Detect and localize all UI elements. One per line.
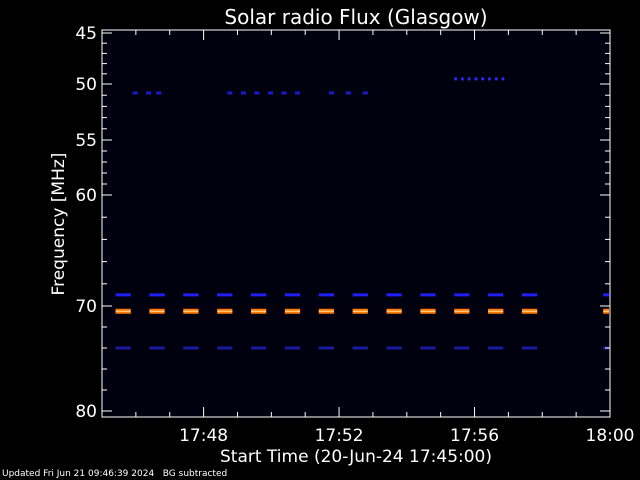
x-axis: 17:48 17:52 17:56 18:00: [135, 30, 635, 446]
x-tick-label-3: 18:00: [586, 426, 635, 446]
band-segment-4-5: [488, 77, 491, 81]
band-segment-0-3: [217, 293, 233, 297]
band-core-12: [521, 310, 538, 312]
updated-timestamp: Updated Fri Jun 21 09:46:39 2024: [2, 469, 155, 479]
band-core-8: [386, 310, 402, 312]
x-tick-label-2: 17:56: [450, 426, 499, 446]
y-tick-label-45: 45: [75, 24, 97, 44]
band-segment-2-10: [454, 346, 470, 350]
band-segment-3-8: [295, 91, 301, 95]
band-segment-4-4: [481, 77, 485, 81]
band-segment-3-2: [156, 91, 162, 95]
band-segment-0-4: [251, 293, 267, 297]
band-segment-0-12: [521, 293, 538, 297]
chart-title: Solar radio Flux (Glasgow): [224, 5, 487, 29]
band-segment-4-0: [454, 77, 457, 81]
band-segment-3-9: [328, 91, 334, 95]
band-segment-2-7: [352, 346, 368, 350]
y-tick-label-70: 70: [75, 297, 97, 317]
band-segment-0-10: [454, 293, 470, 297]
band-core-9: [420, 310, 436, 312]
band-segment-2-12: [521, 346, 538, 350]
band-segment-0-2: [183, 293, 199, 297]
band-segment-2-6: [318, 346, 334, 350]
band-segment-2-8: [386, 346, 402, 350]
band-segment-3-11: [362, 91, 368, 95]
band-segment-3-6: [267, 91, 274, 95]
band-segment-4-3: [474, 77, 478, 81]
band-segment-0-1: [149, 293, 165, 297]
y-tick-label-55: 55: [75, 131, 97, 151]
band-core-5: [284, 310, 301, 312]
band-segment-2-11: [488, 346, 504, 350]
footer: Updated Fri Jun 21 09:46:39 2024 BG subt…: [2, 469, 227, 479]
band-core-2: [183, 310, 199, 312]
band-core-3: [217, 310, 233, 312]
band-core-13: [603, 310, 609, 312]
band-segment-0-0: [115, 293, 131, 297]
band-segment-2-2: [183, 346, 199, 350]
band-segment-4-1: [460, 77, 464, 81]
band-segment-2-9: [420, 346, 436, 350]
band-segment-3-10: [345, 91, 351, 95]
y-tick-label-60: 60: [75, 186, 97, 206]
band-segment-3-5: [254, 91, 260, 95]
x-tick-label-0: 17:48: [179, 426, 228, 446]
band-segment-4-6: [494, 77, 498, 81]
plot-area: [101, 29, 611, 418]
y-tick-label-80: 80: [75, 402, 97, 422]
band-segment-2-5: [284, 346, 301, 350]
y-axis: 45 50 55 60 70 80: [75, 24, 610, 422]
band-core-4: [251, 310, 267, 312]
y-tick-label-50: 50: [75, 75, 97, 95]
band-segment-2-1: [149, 346, 165, 350]
band-segment-3-3: [227, 91, 233, 95]
band-segment-0-8: [386, 293, 402, 297]
band-core-1: [149, 310, 165, 312]
band-segment-0-6: [318, 293, 334, 297]
band-segment-2-4: [251, 346, 267, 350]
x-tick-label-1: 17:52: [315, 426, 364, 446]
band-segment-0-13: [603, 293, 609, 297]
band-segment-4-2: [467, 77, 471, 81]
band-core-7: [352, 310, 368, 312]
band-segment-0-9: [420, 293, 436, 297]
band-segment-0-11: [488, 293, 504, 297]
intensity-bands: [115, 77, 609, 350]
band-segment-2-3: [217, 346, 233, 350]
band-core-6: [318, 310, 334, 312]
x-axis-label: Start Time (20-Jun-24 17:45:00): [220, 447, 492, 467]
y-axis-label: Frequency [MHz]: [49, 153, 69, 296]
band-segment-3-4: [240, 91, 246, 95]
band-core-0: [115, 310, 131, 312]
band-segment-3-7: [281, 91, 287, 95]
band-segment-3-0: [132, 91, 138, 95]
bg-note: BG subtracted: [162, 469, 228, 479]
band-core-10: [454, 310, 470, 312]
band-segment-2-0: [115, 346, 131, 350]
band-segment-0-5: [284, 293, 301, 297]
band-segment-0-7: [352, 293, 368, 297]
band-core-11: [488, 310, 504, 312]
band-segment-3-1: [146, 91, 152, 95]
band-segment-4-7: [501, 77, 505, 81]
